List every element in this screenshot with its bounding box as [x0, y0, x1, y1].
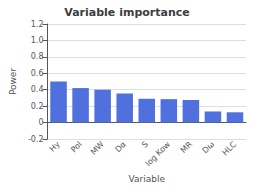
svg-text:S: S: [140, 140, 150, 150]
svg-text:0.8: 0.8: [31, 52, 44, 61]
svg-text:1.0: 1.0: [31, 36, 44, 45]
svg-text:0.6: 0.6: [31, 69, 44, 78]
svg-text:Variable: Variable: [129, 174, 166, 184]
svg-text:HLC: HLC: [220, 140, 238, 158]
svg-text:Power: Power: [8, 68, 18, 96]
svg-text:0: 0: [38, 118, 43, 127]
svg-text:0.4: 0.4: [31, 85, 44, 94]
svg-text:1.2: 1.2: [31, 20, 44, 29]
svg-text:Dα: Dα: [113, 140, 127, 154]
svg-text:Hy: Hy: [48, 140, 62, 154]
svg-text:-0.2: -0.2: [28, 135, 44, 144]
svg-text:MR: MR: [179, 139, 194, 154]
svg-text:Variable importance: Variable importance: [64, 6, 189, 19]
svg-text:Pol: Pol: [69, 140, 84, 155]
svg-text:Dω: Dω: [201, 140, 217, 156]
svg-text:MW: MW: [89, 140, 106, 157]
svg-text:log Kow: log Kow: [144, 139, 173, 168]
svg-text:0.2: 0.2: [31, 102, 44, 111]
